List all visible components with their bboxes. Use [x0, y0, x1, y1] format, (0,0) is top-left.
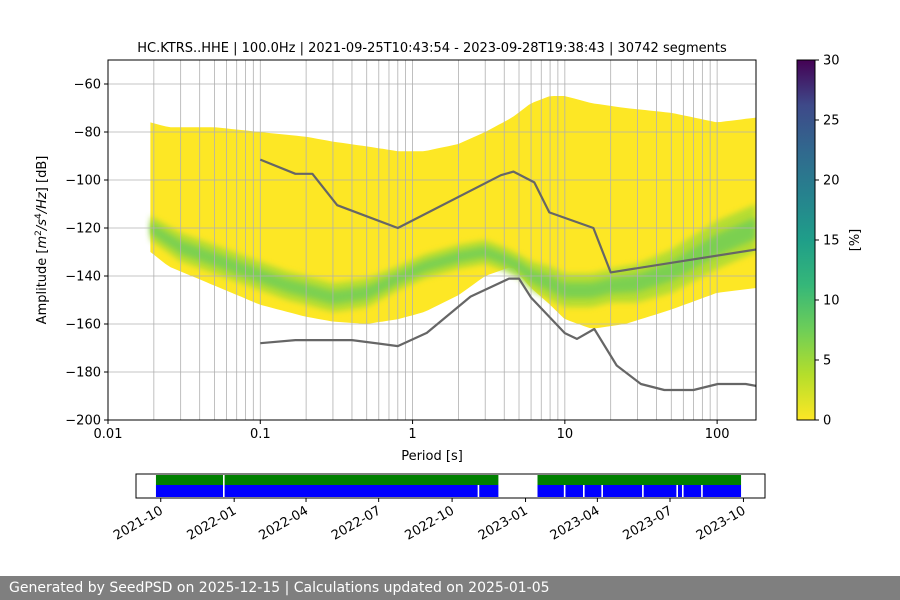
pdf-mode-core: [150, 217, 756, 304]
x-tick-label: 0.1: [250, 427, 271, 442]
timeline-tick-label: 2023-04: [548, 503, 603, 543]
footer-text: Generated by SeedPSD on 2025-12-15 | Cal…: [9, 580, 550, 596]
y-axis-ticks: −200 −180 −160 −140 −120 −100 −80 −60: [65, 78, 108, 429]
colorbar-tick-label: 25: [823, 114, 840, 129]
y-tick-label: −160: [65, 318, 101, 333]
high-noise-model-line: [259, 158, 756, 274]
y-tick-label: −200: [65, 414, 101, 429]
colorbar-tick-label: 5: [823, 354, 831, 369]
availability-timeline: 2021-10 2022-01 2022-04 2022-07 2022-10 2023-…: [111, 473, 766, 544]
data-span: [537, 485, 742, 497]
x-tick-label: 0.01: [94, 427, 123, 442]
colorbar-tick-label: 10: [823, 294, 840, 309]
timeline-bars: [155, 475, 742, 497]
x-tick-label: 100: [705, 427, 730, 442]
gap-marker: [223, 475, 225, 497]
x-axis-label: Period [s]: [401, 449, 463, 464]
colorbar-tick-label: 0: [823, 414, 831, 429]
timeline-ticks: 2021-10 2022-01 2022-04 2022-07 2022-10 2023-…: [111, 498, 748, 544]
y-tick-label: −80: [74, 126, 101, 141]
colorbar-tick-label: 20: [823, 174, 840, 189]
y-axis-label: Amplitude [m2/s4/Hz] [dB]: [34, 156, 50, 325]
y-tick-label: −100: [65, 174, 101, 189]
gap-marker: [477, 485, 480, 497]
psd-plot: HC.KTRS..HHE | 100.0Hz | 2021-09-25T10:4…: [34, 41, 757, 464]
processed-span: [155, 475, 499, 485]
y-tick-label: −140: [65, 270, 101, 285]
timeline-tick-label: 2022-04: [256, 503, 311, 543]
colorbar-label: [%]: [848, 229, 863, 252]
colorbar: 0 5 10 15 20 25 30 [%]: [796, 54, 863, 429]
colorbar-tick-label: 15: [823, 234, 840, 249]
data-span: [155, 485, 499, 497]
plot-frame: [107, 59, 757, 421]
grid-lines: [107, 60, 756, 421]
pdf-heatmap: [150, 96, 756, 329]
y-tick-label: −60: [74, 78, 101, 93]
noise-models: [259, 158, 756, 392]
gap-marker: [583, 485, 585, 497]
low-noise-model-line: [260, 277, 756, 392]
x-tick-label: 10: [557, 427, 574, 442]
chart-title: HC.KTRS..HHE | 100.0Hz | 2021-09-25T10:4…: [137, 41, 727, 56]
timeline-tick-label: 2022-01: [185, 503, 240, 543]
colorbar-tick-label: 30: [823, 54, 840, 69]
timeline-tick-label: 2022-10: [403, 503, 458, 543]
gap-marker: [676, 485, 678, 497]
gap-marker: [642, 485, 644, 497]
timeline-tick-label: 2023-01: [476, 503, 531, 543]
y-tick-label: −120: [65, 222, 101, 237]
timeline-tick-label: 2021-10: [111, 503, 166, 543]
timeline-tick-label: 2023-10: [694, 503, 749, 543]
gap-marker: [701, 485, 703, 497]
gap-marker: [563, 485, 566, 497]
y-tick-label: −180: [65, 366, 101, 381]
colorbar-ticks: 0 5 10 15 20 25 30: [815, 54, 840, 429]
footer-bar: Generated by SeedPSD on 2025-12-15 | Cal…: [0, 576, 900, 600]
colorbar-gradient: [796, 59, 816, 421]
timeline-tick-label: 2022-07: [329, 503, 384, 543]
gap-marker: [601, 485, 603, 497]
processed-span: [537, 475, 742, 485]
gap-marker: [681, 485, 684, 497]
x-tick-label: 1: [408, 427, 416, 442]
timeline-tick-label: 2023-07: [620, 503, 675, 543]
x-axis-ticks: 0.01 0.1 1 10 100: [94, 420, 730, 442]
timeline-frame: [135, 473, 766, 499]
